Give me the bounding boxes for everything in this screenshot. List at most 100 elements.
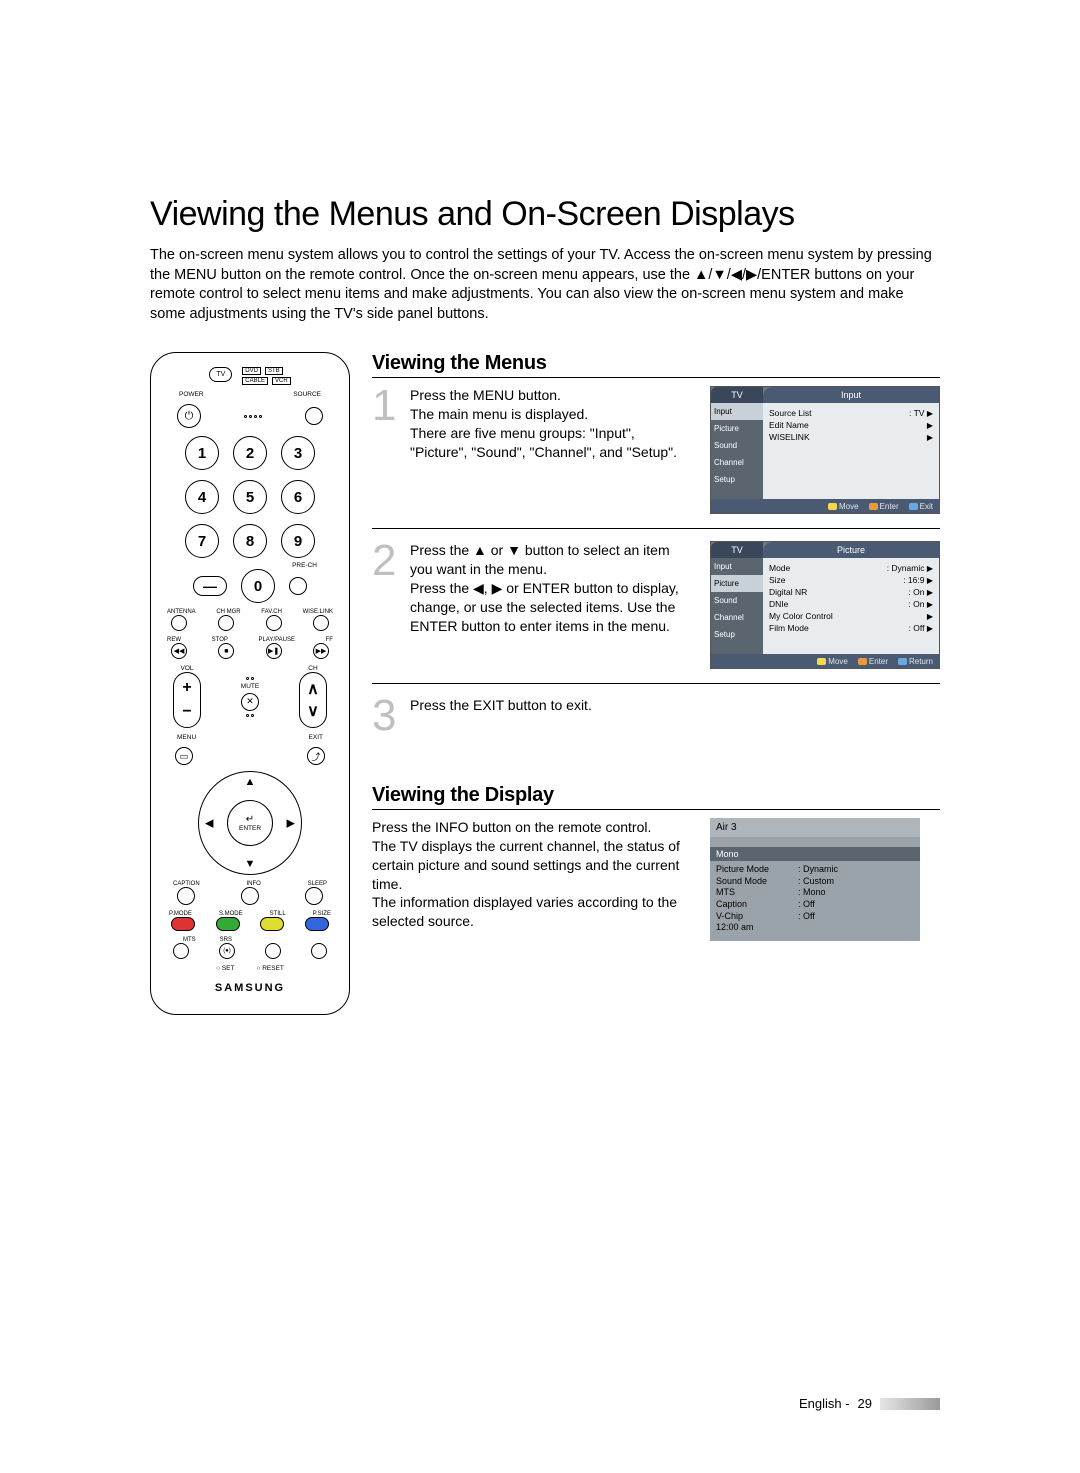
num-3[interactable]: 3 [281, 436, 315, 470]
prech-button[interactable] [289, 577, 307, 595]
source-button[interactable] [305, 407, 323, 425]
exit-btn[interactable]: ⤴ [307, 747, 325, 765]
remote-dvd: DVD [242, 367, 261, 375]
osd-line: Film Mode: Off ▶ [769, 622, 933, 634]
osd-side-item: Setup [711, 471, 763, 488]
mts-btn[interactable] [173, 943, 189, 959]
step-3-number: 3 [372, 696, 400, 736]
ff-btn[interactable]: ▶▶ [313, 643, 329, 659]
osd-line: My Color Control ▶ [769, 610, 933, 622]
num-4[interactable]: 4 [185, 480, 219, 514]
num-9[interactable]: 9 [281, 524, 315, 558]
exit-label: EXIT [309, 734, 323, 741]
osd-line: Edit Name ▶ [769, 419, 933, 431]
footer-bar [880, 1398, 940, 1410]
dpad-left-icon: ◀ [205, 817, 213, 830]
step-1: 1 Press the MENU button. The main menu i… [372, 386, 940, 529]
mute-label: MUTE [241, 683, 259, 690]
chmgr-btn[interactable] [218, 615, 234, 631]
remote-tv-label: TV [209, 367, 232, 382]
info-row: Sound Mode: Custom [716, 876, 914, 888]
osd2-tab-title: Picture [763, 542, 939, 558]
page-footer: English - 29 [799, 1396, 940, 1411]
srs-btn[interactable]: (●) [219, 943, 235, 959]
num-5[interactable]: 5 [233, 480, 267, 514]
power-button[interactable]: ⏻ [177, 404, 201, 428]
remote-vcr: VCR [272, 377, 291, 385]
osd-side-item: Setup [711, 626, 763, 643]
step-3: 3 Press the EXIT button to exit. [372, 696, 940, 750]
info-row: V-Chip: Off [716, 911, 914, 923]
osd-side-item: Picture [711, 420, 763, 437]
dpad[interactable]: ▲ ▼ ◀ ▶ ↵ ENTER [198, 771, 302, 875]
yellow-btn[interactable] [260, 917, 284, 931]
vol-rocker[interactable]: +− [173, 672, 201, 728]
num-2[interactable]: 2 [233, 436, 267, 470]
dpad-down-icon: ▼ [245, 858, 256, 870]
prech-label: PRE-CH [292, 562, 317, 569]
osd-line: Size: 16:9 ▶ [769, 574, 933, 586]
osd-line: Source List: TV ▶ [769, 407, 933, 419]
step-2-number: 2 [372, 541, 400, 669]
number-pad: 1 2 3 4 5 6 7 8 9 [163, 436, 337, 558]
osd-side-item: Sound [711, 592, 763, 609]
step-1-number: 1 [372, 386, 400, 514]
num-1[interactable]: 1 [185, 436, 219, 470]
osd-side-item: Input [711, 558, 763, 575]
section-heading-display: Viewing the Display [372, 784, 940, 810]
sleep-btn[interactable] [305, 887, 323, 905]
osd-line: WISELINK ▶ [769, 431, 933, 443]
extra-btn-1[interactable] [265, 943, 281, 959]
num-8[interactable]: 8 [233, 524, 267, 558]
footer-page-num: 29 [858, 1396, 872, 1411]
dpad-right-icon: ▶ [287, 817, 295, 830]
menu-btn[interactable]: ▭ [175, 747, 193, 765]
intro-paragraph: The on-screen menu system allows you to … [150, 246, 940, 324]
vol-label: VOL [173, 665, 201, 672]
antenna-btn[interactable] [171, 615, 187, 631]
info-bar: Mono [710, 847, 920, 861]
osd-side-item: Picture [711, 575, 763, 592]
dash-button[interactable]: — [193, 576, 227, 596]
blue-btn[interactable] [305, 917, 329, 931]
enter-btn[interactable]: ↵ ENTER [227, 800, 273, 846]
osd-line: DNIe: On ▶ [769, 598, 933, 610]
osd-input-menu: TV Input InputPictureSoundChannelSetup S… [710, 386, 940, 514]
mute-btn[interactable]: ✕ [241, 693, 259, 711]
ch-rocker[interactable]: ∧∨ [299, 672, 327, 728]
brand-logo: SAMSUNG [163, 982, 337, 994]
rew-btn[interactable]: ◀◀ [171, 643, 187, 659]
step-3-text: Press the EXIT button to exit. [410, 696, 700, 736]
osd-side-item: Input [711, 403, 763, 420]
indicator-dots [244, 415, 262, 418]
play-btn[interactable]: ▶❚ [266, 643, 282, 659]
mts-label: MTS [183, 937, 196, 943]
info-display: Air 3 Mono Picture Mode: DynamicSound Mo… [710, 818, 920, 941]
num-0[interactable]: 0 [241, 569, 275, 603]
reset-label: ○ RESET [256, 965, 283, 972]
osd-line: Mode: Dynamic ▶ [769, 562, 933, 574]
num-7[interactable]: 7 [185, 524, 219, 558]
remote-stb: STB [265, 367, 283, 375]
power-label: POWER [179, 391, 204, 398]
page-title: Viewing the Menus and On-Screen Displays [150, 195, 940, 234]
info-row: MTS: Mono [716, 887, 914, 899]
info-row: Caption: Off [716, 899, 914, 911]
dpad-up-icon: ▲ [245, 776, 256, 788]
osd-side-item: Channel [711, 454, 763, 471]
footer-lang: English - [799, 1396, 850, 1411]
green-btn[interactable] [216, 917, 240, 931]
extra-btn-2[interactable] [311, 943, 327, 959]
red-btn[interactable] [171, 917, 195, 931]
wiselink-btn[interactable] [313, 615, 329, 631]
osd2-tab-tv: TV [711, 542, 763, 558]
osd-side-item: Sound [711, 437, 763, 454]
remote-cable: CABLE [242, 377, 268, 385]
info-btn[interactable] [241, 887, 259, 905]
step-2-text: Press the ▲ or ▼ button to select an ite… [410, 541, 700, 669]
num-6[interactable]: 6 [281, 480, 315, 514]
caption-btn[interactable] [177, 887, 195, 905]
favch-btn[interactable] [266, 615, 282, 631]
stop-btn[interactable]: ■ [218, 643, 234, 659]
section-heading-menus: Viewing the Menus [372, 352, 940, 378]
